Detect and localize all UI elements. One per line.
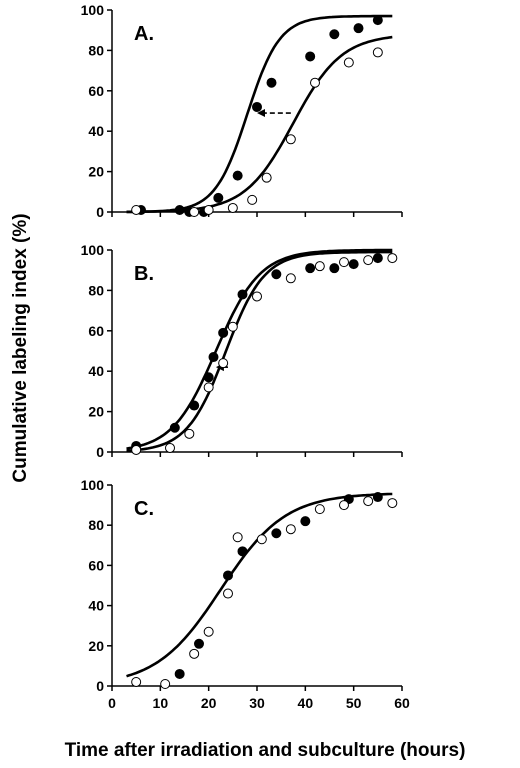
- panel-c-y-tick-label: 0: [96, 678, 104, 694]
- panel-b-open-point: [339, 257, 349, 268]
- panel-c-open-point: [285, 524, 296, 535]
- panel-c-x-tick-label: 50: [346, 695, 362, 711]
- panel-b-open-point: [252, 291, 262, 302]
- panel-c-filled-point: [194, 638, 204, 649]
- panel-c-y-tick-label: 100: [81, 477, 105, 493]
- panel-c-x-tick-label: 30: [249, 695, 265, 711]
- panel-a-open-point: [285, 134, 296, 145]
- panel-b-y-tick-label: 100: [81, 242, 105, 258]
- panel-a-y-tick-label: 0: [96, 204, 104, 220]
- panel-b-open-point: [165, 442, 175, 453]
- panel-a-open-point: [261, 172, 272, 183]
- panel-b-fit-curve-2: [126, 250, 393, 453]
- panel-a-filled-point: [252, 101, 262, 112]
- panel-b-filled-point: [329, 263, 340, 274]
- panel-b-filled-point: [203, 372, 214, 383]
- panel-c-open-point: [223, 588, 233, 599]
- panel-c-open-point: [314, 504, 325, 515]
- panel-c-y-tick-label: 80: [88, 517, 104, 533]
- panel-b-open-point: [363, 255, 374, 266]
- panel-a-open-point: [343, 57, 354, 68]
- panel-c-filled-point: [223, 570, 233, 581]
- panel-b-filled-point: [208, 352, 219, 363]
- panel-c-open-point: [203, 626, 214, 637]
- panel-b-open-point: [387, 253, 398, 264]
- panel-c-open-point: [232, 532, 243, 543]
- panel-a-filled-point: [232, 170, 243, 181]
- panel-c-filled-point: [372, 492, 383, 503]
- panel-a-y-tick-label: 100: [81, 2, 105, 18]
- panel-b-y-tick-label: 60: [88, 323, 104, 339]
- panel-c-fit-curve-1: [126, 492, 393, 678]
- panel-a-open-point: [247, 194, 258, 205]
- panel-a-open-point: [227, 202, 238, 213]
- panel-a-open-point: [189, 207, 200, 217]
- panel-c-open-point: [131, 676, 142, 687]
- panel-a-open-point: [131, 204, 142, 215]
- panel-c-filled-point: [271, 528, 282, 539]
- panel-a-filled-point: [372, 15, 383, 26]
- panel-a-y-tick-label: 60: [88, 83, 104, 99]
- panel-c-x-tick-label: 10: [153, 695, 169, 711]
- panel-a-y-tick-label: 40: [88, 123, 104, 139]
- panel-b-y-tick-label: 40: [88, 363, 104, 379]
- panel-a-y-tick-label: 20: [88, 164, 104, 180]
- panel-b-open-point: [285, 273, 296, 284]
- panel-b-open-point: [203, 382, 214, 393]
- panel-b-open-point: [227, 321, 238, 332]
- panel-a-filled-point: [329, 29, 340, 40]
- panel-a-shift-arrow-head: [257, 109, 265, 118]
- panel-a-filled-point: [266, 77, 277, 88]
- panel-b-filled-point: [348, 259, 359, 270]
- panel-b-filled-point: [169, 422, 180, 433]
- panel-b-filled-point: [189, 400, 200, 411]
- panel-a-open-point: [203, 204, 214, 215]
- panel-b-filled-point: [271, 269, 282, 280]
- panel-c-x-tick-label: 20: [201, 695, 217, 711]
- panel-b-open-point: [314, 261, 325, 272]
- x-axis-label: Time after irradiation and subculture (h…: [65, 740, 466, 761]
- y-axis-label: Cumulative labeling index (%): [10, 213, 31, 482]
- panel-c-label: C.: [134, 498, 154, 520]
- panel-a-label: A.: [134, 23, 154, 45]
- panel-c-open-point: [339, 500, 349, 511]
- panel-c-x-tick-label: 40: [298, 695, 314, 711]
- panel-c-open-point: [363, 496, 374, 507]
- panel-c-x-tick-label: 60: [394, 695, 410, 711]
- panel-a-filled-point: [353, 23, 364, 34]
- panel-b-open-point: [131, 444, 142, 455]
- panel-c-open-point: [387, 498, 398, 509]
- panel-c-x-tick-label: 0: [108, 695, 116, 711]
- panel-c-filled-point: [300, 516, 311, 527]
- panel-a-open-point: [372, 47, 383, 58]
- panel-b-filled-point: [218, 327, 229, 338]
- panel-a-filled-point: [305, 51, 316, 62]
- panel-b-open-point: [184, 428, 195, 439]
- panel-c-open-point: [256, 534, 267, 545]
- panel-a-open-point: [310, 77, 320, 88]
- panel-a-y-tick-label: 80: [88, 42, 104, 58]
- panel-b-filled-point: [237, 289, 248, 300]
- panel-c-y-tick-label: 40: [88, 598, 104, 614]
- panel-c-y-tick-label: 60: [88, 557, 104, 573]
- panel-c-open-point: [189, 648, 200, 659]
- panel-b-y-tick-label: 20: [88, 404, 104, 420]
- panel-a-filled-point: [174, 204, 185, 215]
- panel-c-filled-point: [237, 546, 248, 557]
- panel-b-label: B.: [134, 263, 154, 285]
- panel-b-y-tick-label: 80: [88, 282, 104, 298]
- panel-a-filled-point: [213, 192, 224, 203]
- panel-c-open-point: [160, 678, 171, 689]
- panel-b-filled-point: [305, 263, 316, 274]
- panel-b-y-tick-label: 0: [96, 444, 104, 460]
- panel-c-y-tick-label: 20: [88, 638, 104, 654]
- panel-a-fit-curve-2: [126, 35, 393, 214]
- panel-b-filled-point: [372, 253, 383, 264]
- panel-b-open-point: [218, 358, 229, 369]
- panel-c-filled-point: [174, 668, 185, 679]
